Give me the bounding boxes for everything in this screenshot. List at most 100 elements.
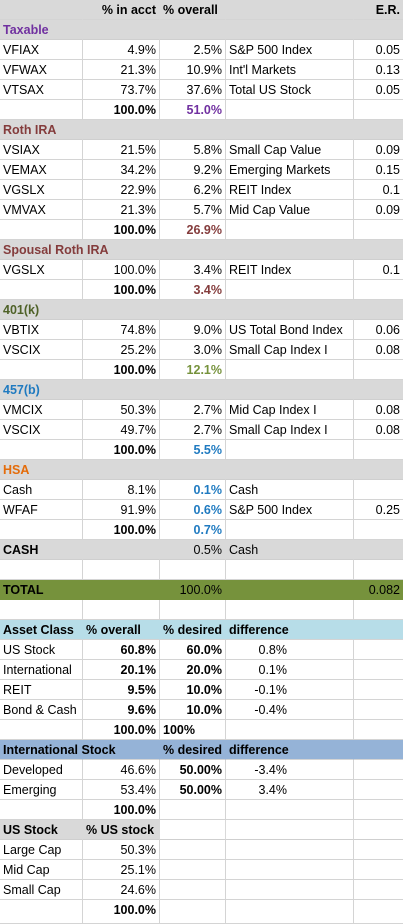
cell[interactable] — [160, 860, 226, 880]
intl-overall[interactable]: 46.6% — [83, 760, 160, 780]
pct-overall-cell[interactable]: 10.9% — [160, 60, 226, 80]
cell[interactable] — [83, 20, 160, 40]
us-stock-total[interactable]: 100.0% — [83, 900, 160, 924]
cell[interactable] — [226, 900, 354, 924]
total-er[interactable]: 0.082 — [354, 580, 403, 600]
pct-overall-cell[interactable]: 2.5% — [160, 40, 226, 60]
cell[interactable] — [160, 800, 226, 820]
asset-class-difference-header[interactable]: difference — [226, 620, 354, 640]
pct-acct-cell[interactable]: 21.3% — [83, 200, 160, 220]
cell[interactable] — [354, 880, 403, 900]
us-stock-header[interactable]: US Stock — [0, 820, 83, 840]
cell[interactable] — [354, 460, 403, 480]
ticker-cell[interactable]: Cash — [0, 480, 83, 500]
cell[interactable] — [226, 820, 354, 840]
asset-class-overall[interactable]: 9.5% — [83, 680, 160, 700]
er-cell[interactable]: 0.05 — [354, 40, 403, 60]
intl-header[interactable]: International Stock — [0, 740, 116, 760]
asset-class-overall-header[interactable]: % overall — [83, 620, 160, 640]
us-stock-label[interactable]: Large Cap — [0, 840, 83, 860]
us-stock-pct-header[interactable]: % US stock — [83, 820, 160, 840]
cell[interactable] — [226, 280, 354, 300]
cell[interactable] — [354, 620, 403, 640]
cell[interactable] — [354, 560, 403, 580]
description-cell[interactable]: Small Cap Value — [226, 140, 354, 160]
us-stock-pct[interactable]: 50.3% — [83, 840, 160, 860]
pct-overall-cell[interactable]: 3.4% — [160, 260, 226, 280]
asset-class-overall[interactable]: 60.8% — [83, 640, 160, 660]
pct-overall-cell[interactable]: 6.2% — [160, 180, 226, 200]
cell[interactable] — [226, 20, 354, 40]
cell[interactable] — [354, 360, 403, 380]
asset-class-label[interactable]: US Stock — [0, 640, 83, 660]
er-cell[interactable]: 0.1 — [354, 180, 403, 200]
cell[interactable] — [83, 740, 160, 760]
ticker-cell[interactable]: VEMAX — [0, 160, 83, 180]
col-header-er[interactable]: E.R. — [354, 0, 403, 20]
asset-class-desired[interactable]: 10.0% — [160, 680, 226, 700]
cell[interactable] — [354, 720, 403, 740]
er-cell[interactable]: 0.25 — [354, 500, 403, 520]
description-cell[interactable]: Mid Cap Value — [226, 200, 354, 220]
er-cell[interactable]: 0.09 — [354, 140, 403, 160]
pct-acct-cell[interactable]: 50.3% — [83, 400, 160, 420]
section-title[interactable]: HSA — [0, 460, 83, 480]
cell[interactable] — [160, 560, 226, 580]
pct-acct-cell[interactable]: 73.7% — [83, 80, 160, 100]
asset-class-difference[interactable]: -0.4% — [226, 700, 354, 720]
description-cell[interactable]: Small Cap Index I — [226, 340, 354, 360]
pct-acct-cell[interactable]: 25.2% — [83, 340, 160, 360]
us-stock-label[interactable]: Mid Cap — [0, 860, 83, 880]
cell[interactable] — [226, 360, 354, 380]
ticker-cell[interactable]: VSCIX — [0, 340, 83, 360]
description-cell[interactable]: S&P 500 Index — [226, 500, 354, 520]
asset-class-label[interactable]: REIT — [0, 680, 83, 700]
er-cell[interactable] — [354, 480, 403, 500]
total-overall-cell[interactable]: 51.0% — [160, 100, 226, 120]
total-acct-cell[interactable]: 100.0% — [83, 280, 160, 300]
cash-description[interactable]: Cash — [226, 540, 354, 560]
cell[interactable] — [354, 700, 403, 720]
ticker-cell[interactable]: VMVAX — [0, 200, 83, 220]
er-cell[interactable]: 0.08 — [354, 420, 403, 440]
pct-acct-cell[interactable]: 91.9% — [83, 500, 160, 520]
cell[interactable] — [0, 800, 83, 820]
cell[interactable] — [354, 760, 403, 780]
total-acct-cell[interactable]: 100.0% — [83, 100, 160, 120]
cell[interactable] — [160, 900, 226, 924]
cell[interactable] — [354, 380, 403, 400]
pct-overall-cell[interactable]: 0.1% — [160, 480, 226, 500]
intl-difference[interactable]: -3.4% — [226, 760, 354, 780]
us-stock-pct[interactable]: 24.6% — [83, 880, 160, 900]
cell[interactable] — [83, 240, 160, 260]
cell[interactable] — [354, 20, 403, 40]
cell[interactable] — [354, 780, 403, 800]
pct-overall-cell[interactable]: 5.8% — [160, 140, 226, 160]
pct-acct-cell[interactable]: 74.8% — [83, 320, 160, 340]
ticker-cell[interactable]: VFWAX — [0, 60, 83, 80]
section-title[interactable]: 457(b) — [0, 380, 83, 400]
cell[interactable] — [226, 560, 354, 580]
cell[interactable] — [226, 880, 354, 900]
total-pct-overall[interactable]: 100.0% — [160, 580, 226, 600]
er-cell[interactable]: 0.06 — [354, 320, 403, 340]
cell[interactable] — [226, 440, 354, 460]
total-acct-cell[interactable]: 100.0% — [83, 520, 160, 540]
pct-acct-cell[interactable]: 34.2% — [83, 160, 160, 180]
description-cell[interactable]: Cash — [226, 480, 354, 500]
asset-class-desired-header[interactable]: % desired — [160, 620, 226, 640]
cell[interactable] — [354, 860, 403, 880]
cell[interactable] — [354, 440, 403, 460]
cell[interactable] — [226, 460, 354, 480]
cell[interactable] — [83, 560, 160, 580]
pct-overall-cell[interactable]: 2.7% — [160, 420, 226, 440]
cell[interactable] — [83, 120, 160, 140]
total-acct-cell[interactable]: 100.0% — [83, 360, 160, 380]
ticker-cell[interactable]: VBTIX — [0, 320, 83, 340]
er-cell[interactable]: 0.15 — [354, 160, 403, 180]
total-acct-cell[interactable]: 100.0% — [83, 440, 160, 460]
cell[interactable] — [160, 380, 226, 400]
asset-class-header[interactable]: Asset Class — [0, 620, 83, 640]
pct-acct-cell[interactable]: 4.9% — [83, 40, 160, 60]
intl-total-overall[interactable]: 100.0% — [83, 800, 160, 820]
